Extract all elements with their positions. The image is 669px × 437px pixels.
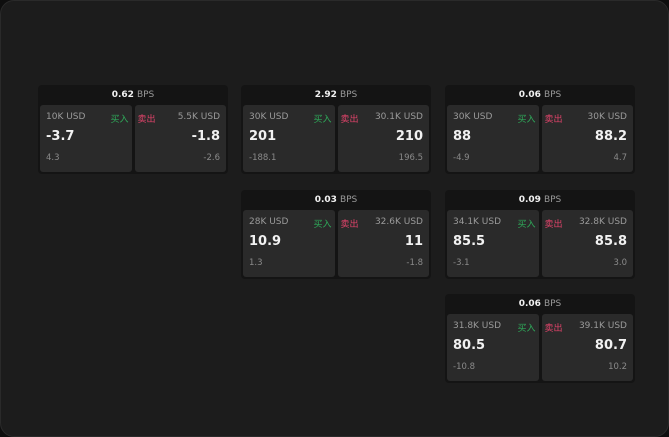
spread-value: 2.92	[314, 90, 337, 100]
spread-header: 0.06 BPS	[445, 294, 635, 314]
sell-panel[interactable]: 卖出 30K USD 88.2 4.7	[541, 105, 633, 172]
buy-amount: 31.8K USD	[453, 321, 502, 331]
buy-panel[interactable]: 34.1K USD 买入 85.5 -3.1	[447, 210, 539, 277]
sell-change: 196.5	[398, 153, 423, 163]
sell-panel[interactable]: 卖出 30.1K USD 210 196.5	[337, 105, 429, 172]
buy-panel[interactable]: 28K USD 买入 10.9 1.3	[243, 210, 335, 277]
buy-change: -3.1	[453, 258, 470, 268]
sell-price: 210	[395, 129, 423, 144]
sell-change: 10.2	[608, 362, 627, 372]
buy-price: 85.5	[453, 234, 486, 249]
spread-header: 2.92 BPS	[241, 85, 431, 105]
spread-unit: BPS	[339, 195, 358, 205]
sell-price: -1.8	[191, 129, 220, 144]
quote-card: 0.03 BPS 28K USD 买入 10.9 1.3 卖出 32.6K USD…	[241, 190, 431, 279]
spread-unit: BPS	[543, 195, 562, 205]
quote-card: 2.92 BPS 30K USD 买入 201 -188.1 卖出 30.1K U…	[241, 85, 431, 174]
sell-panel[interactable]: 卖出 32.6K USD 11 -1.8	[337, 210, 429, 277]
quote-card: 0.06 BPS 30K USD 买入 88 -4.9 卖出 30K USD 88…	[445, 85, 635, 174]
buy-price: 201	[249, 129, 277, 144]
sell-change: 4.7	[613, 153, 627, 163]
buy-change: -188.1	[249, 153, 277, 163]
spread-header: 0.09 BPS	[445, 190, 635, 210]
spread-unit: BPS	[339, 90, 358, 100]
buy-change: 4.3	[46, 153, 60, 163]
sell-amount: 30K USD	[587, 112, 627, 122]
spread-unit: BPS	[136, 90, 155, 100]
buy-price: -3.7	[46, 129, 75, 144]
buy-label: 买入	[517, 220, 536, 230]
buy-amount: 10K USD	[46, 112, 86, 122]
sell-amount: 32.8K USD	[578, 217, 627, 227]
sell-label: 卖出	[544, 324, 563, 334]
sell-panel[interactable]: 卖出 39.1K USD 80.7 10.2	[541, 314, 633, 381]
sell-price: 85.8	[594, 234, 627, 249]
spread-value: 0.06	[518, 90, 541, 100]
sell-price: 80.7	[594, 338, 627, 353]
buy-label: 买入	[313, 220, 332, 230]
sell-label: 卖出	[340, 115, 359, 125]
buy-label: 买入	[517, 115, 536, 125]
buy-panel[interactable]: 30K USD 买入 201 -188.1	[243, 105, 335, 172]
spread-header: 0.62 BPS	[38, 85, 228, 105]
quote-card: 0.62 BPS 10K USD 买入 -3.7 4.3 卖出 5.5K USD …	[38, 85, 228, 174]
sell-panel[interactable]: 卖出 32.8K USD 85.8 3.0	[541, 210, 633, 277]
quote-card: 0.06 BPS 31.8K USD 买入 80.5 -10.8 卖出 39.1K…	[445, 294, 635, 383]
spread-header: 0.03 BPS	[241, 190, 431, 210]
sell-label: 卖出	[544, 115, 563, 125]
buy-amount: 30K USD	[453, 112, 493, 122]
spread-value: 0.03	[314, 195, 337, 205]
buy-amount: 28K USD	[249, 217, 289, 227]
spread-unit: BPS	[543, 90, 562, 100]
buy-panel[interactable]: 30K USD 买入 88 -4.9	[447, 105, 539, 172]
buy-change: 1.3	[249, 258, 263, 268]
spread-header: 0.06 BPS	[445, 85, 635, 105]
sell-amount: 5.5K USD	[177, 112, 220, 122]
sell-price: 88.2	[594, 129, 627, 144]
buy-label: 买入	[110, 115, 129, 125]
spread-value: 0.06	[518, 299, 541, 309]
buy-change: -10.8	[453, 362, 475, 372]
buy-price: 10.9	[249, 234, 282, 249]
buy-amount: 30K USD	[249, 112, 289, 122]
sell-price: 11	[404, 234, 423, 249]
quote-card: 0.09 BPS 34.1K USD 买入 85.5 -3.1 卖出 32.8K …	[445, 190, 635, 279]
buy-change: -4.9	[453, 153, 470, 163]
buy-price: 80.5	[453, 338, 486, 353]
sell-amount: 30.1K USD	[374, 112, 423, 122]
buy-amount: 34.1K USD	[453, 217, 502, 227]
sell-label: 卖出	[340, 220, 359, 230]
sell-change: 3.0	[613, 258, 627, 268]
buy-label: 买入	[313, 115, 332, 125]
sell-amount: 39.1K USD	[578, 321, 627, 331]
spread-value: 0.09	[518, 195, 541, 205]
buy-panel[interactable]: 31.8K USD 买入 80.5 -10.8	[447, 314, 539, 381]
buy-label: 买入	[517, 324, 536, 334]
sell-label: 卖出	[137, 115, 156, 125]
buy-price: 88	[453, 129, 472, 144]
sell-panel[interactable]: 卖出 5.5K USD -1.8 -2.6	[134, 105, 226, 172]
spread-unit: BPS	[543, 299, 562, 309]
buy-panel[interactable]: 10K USD 买入 -3.7 4.3	[40, 105, 132, 172]
sell-label: 卖出	[544, 220, 563, 230]
sell-change: -2.6	[203, 153, 220, 163]
sell-amount: 32.6K USD	[374, 217, 423, 227]
spread-value: 0.62	[111, 90, 134, 100]
sell-change: -1.8	[406, 258, 423, 268]
